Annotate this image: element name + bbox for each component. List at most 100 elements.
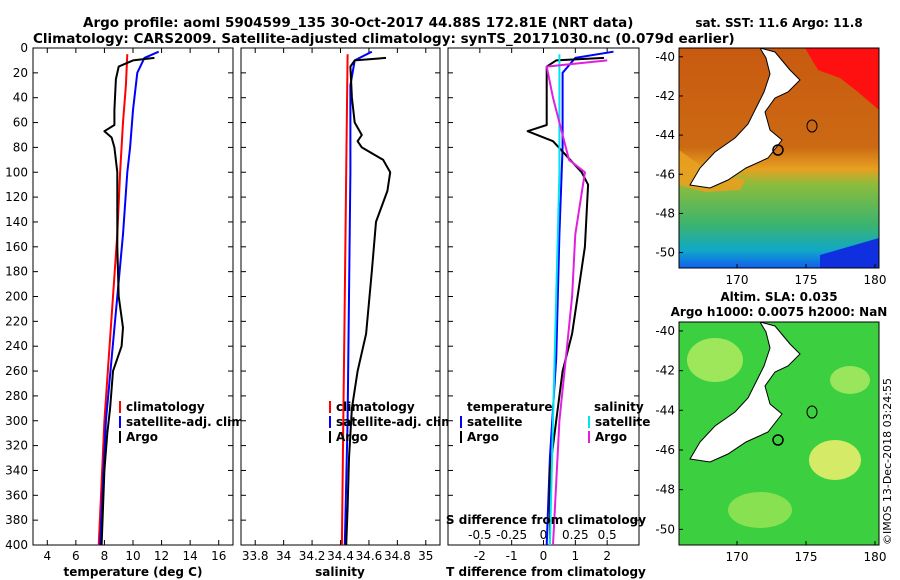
map-y-tick-label: -48 <box>655 206 675 220</box>
sst-warm-patch <box>805 48 879 110</box>
depth-tick-label: 320 <box>5 439 28 453</box>
depth-tick-label: 160 <box>5 240 28 254</box>
new-zealand-landmass-2 <box>689 322 801 463</box>
sla-map-title-1: Altim. SLA: 0.035 <box>720 290 837 304</box>
map-y-tick-label: -46 <box>655 443 675 457</box>
depth-tick-label: 40 <box>13 91 28 105</box>
difference-axes <box>447 47 640 546</box>
x-tick-label: 33.8 <box>242 549 269 563</box>
argo-float-marker-2 <box>772 434 784 446</box>
series-line-salinity-satellite <box>548 54 561 545</box>
s-difference-tick-label: 0.25 <box>562 528 589 542</box>
depth-tick-label: 60 <box>13 116 28 130</box>
temperature-lines <box>97 50 160 545</box>
map-x-tick-label: 175 <box>795 550 818 564</box>
legend-temperature-title: temperature <box>467 400 552 414</box>
depth-tick-label: 340 <box>5 463 28 477</box>
map-y-tick-label: -40 <box>655 324 675 338</box>
series-line-salinity-argo <box>545 59 608 545</box>
series-line-argo <box>345 56 392 545</box>
sla-map-frame <box>678 321 880 546</box>
salinity-legend: climatology satellite-adj. clim. Argo <box>329 400 458 444</box>
depth-tick-label: 280 <box>5 389 28 403</box>
s-difference-tick-label: -0.5 <box>468 528 491 542</box>
salinity-panel: 33.8 34 34.2 34.4 34.6 34.8 35 salinity climat… <box>240 47 458 579</box>
temperature-xlabel: temperature (deg C) <box>64 565 203 579</box>
x-tick-label: 34.4 <box>327 549 354 563</box>
difference-ticks: -2 -1 0 1 2 -0.5 -0.25 0 0.25 0.5 <box>448 47 639 563</box>
temperature-ticks: 4 6 8 10 12 14 16 <box>33 47 233 563</box>
x-tick-label: -1 <box>506 549 518 563</box>
map-x-tick-label: 180 <box>864 550 887 564</box>
legend-climatology-2: climatology <box>336 400 415 414</box>
salinity-axes <box>240 47 441 546</box>
x-tick-label: 34.8 <box>384 549 411 563</box>
legend-climatology: climatology <box>126 400 205 414</box>
map-x-tick-label: 175 <box>795 273 818 287</box>
map-x-tick-label: 180 <box>864 273 887 287</box>
depth-tick-label: 100 <box>5 165 28 179</box>
legend-satellite-adj-2: satellite-adj. clim. <box>336 415 458 429</box>
x-tick-label: 14 <box>183 549 198 563</box>
series-line-argo <box>100 56 155 545</box>
sla-high-4 <box>830 366 870 394</box>
sla-map-title-2: Argo h1000: 0.0075 h2000: NaN <box>671 305 888 319</box>
sla-map: Altim. SLA: 0.035 Argo h1000: 0.0075 h20… <box>655 290 887 564</box>
bathymetry-contour <box>806 119 818 133</box>
depth-tick-labels: 0 20 40 60 80 100 120 140 160 180 200 220 240 260 280 3… <box>5 41 28 552</box>
map-x-tick-label: 170 <box>726 273 749 287</box>
x-tick-label: 4 <box>43 549 51 563</box>
legend-argo: Argo <box>126 430 158 444</box>
depth-tick-label: 260 <box>5 364 28 378</box>
sla-map-ticks: 170 175 180 -40 -42 -44 -46 -48 -50 <box>655 324 886 564</box>
depth-tick-label: 0 <box>20 41 28 55</box>
x-tick-label: 16 <box>211 549 226 563</box>
series-line-satellite-adj-clim- <box>99 50 160 545</box>
legend-satellite-adj: satellite-adj. clim. <box>126 415 248 429</box>
salinity-lines <box>340 50 392 545</box>
header-line-2: Climatology: CARS2009. Satellite-adjuste… <box>33 31 735 47</box>
imos-stamp: ©IMOS 13-Dec-2018 03:24:55 <box>881 378 894 545</box>
series-line-climatology <box>340 54 349 545</box>
map-y-tick-label: -44 <box>655 403 675 417</box>
depth-tick-label: 360 <box>5 488 28 502</box>
x-tick-label: 1 <box>572 549 580 563</box>
s-difference-label: S difference from climatology <box>446 513 646 527</box>
difference-xlabel: T difference from climatology <box>446 565 646 579</box>
map-y-tick-label: -40 <box>655 50 675 64</box>
x-tick-label: 34.2 <box>299 549 326 563</box>
depth-tick-label: 220 <box>5 314 28 328</box>
x-tick-label: 0 <box>540 549 548 563</box>
depth-tick-label: 380 <box>5 513 28 527</box>
s-difference-tick-label: -0.25 <box>496 528 527 542</box>
x-tick-label: 12 <box>154 549 169 563</box>
sst-map-ticks: 170 175 180 -40 -42 -44 -46 -48 -50 <box>655 50 886 287</box>
difference-panel: -2 -1 0 1 2 -0.5 -0.25 0 0.25 0.5 T difference fr… <box>446 47 650 579</box>
temperature-axes <box>32 47 234 546</box>
map-y-tick-label: -42 <box>655 89 675 103</box>
map-x-tick-label: 170 <box>726 550 749 564</box>
map-y-tick-label: -44 <box>655 128 675 142</box>
x-tick-label: 10 <box>125 549 140 563</box>
legend-argo-2: Argo <box>336 430 368 444</box>
x-tick-label: 34.6 <box>356 549 383 563</box>
x-tick-label: 2 <box>603 549 611 563</box>
x-tick-label: -2 <box>474 549 486 563</box>
depth-tick-label: 400 <box>5 538 28 552</box>
depth-tick-label: 20 <box>13 66 28 80</box>
depth-tick-label: 300 <box>5 414 28 428</box>
s-difference-tick-label: 0.5 <box>598 528 617 542</box>
sst-map-title: sat. SST: 11.6 Argo: 11.8 <box>695 16 862 30</box>
depth-tick-label: 180 <box>5 265 28 279</box>
sla-high-3 <box>728 492 792 528</box>
temperature-legend: climatology satellite-adj. clim. Argo <box>119 400 248 444</box>
legend-s-argo: Argo <box>595 430 627 444</box>
argo-float-marker <box>772 144 784 156</box>
depth-tick-label: 80 <box>13 140 28 154</box>
legend-s-satellite: satellite <box>595 415 650 429</box>
difference-legend: temperature satellite Argo salinity sate… <box>460 400 650 444</box>
sla-high-2 <box>809 440 861 480</box>
map-y-tick-label: -42 <box>655 364 675 378</box>
depth-tick-label: 200 <box>5 290 28 304</box>
